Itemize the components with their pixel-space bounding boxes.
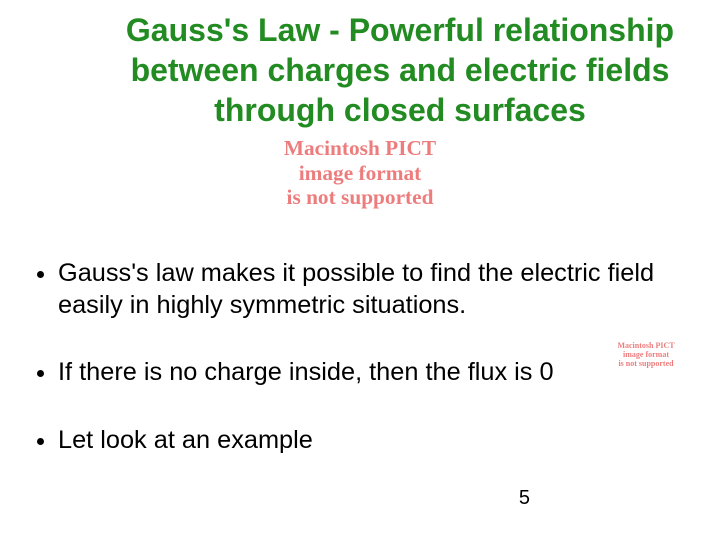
placeholder-line: is not supported (287, 185, 434, 209)
placeholder-line: is not supported (618, 359, 673, 368)
placeholder-line: image format (299, 161, 422, 185)
pict-placeholder-small: Macintosh PICT image format is not suppo… (606, 342, 686, 368)
placeholder-line: image format (623, 350, 669, 359)
page-number: 5 (519, 487, 530, 510)
list-item: If there is no charge inside, then the f… (58, 357, 680, 389)
list-item: Gauss's law makes it possible to find th… (58, 258, 680, 321)
placeholder-line: Macintosh PICT (617, 341, 674, 350)
list-item: Let look at an example (58, 425, 680, 457)
slide-title: Gauss's Law - Powerful relationship betw… (80, 10, 720, 130)
placeholder-line: Macintosh PICT (284, 136, 436, 160)
pict-placeholder-large: Macintosh PICT image format is not suppo… (260, 136, 460, 210)
